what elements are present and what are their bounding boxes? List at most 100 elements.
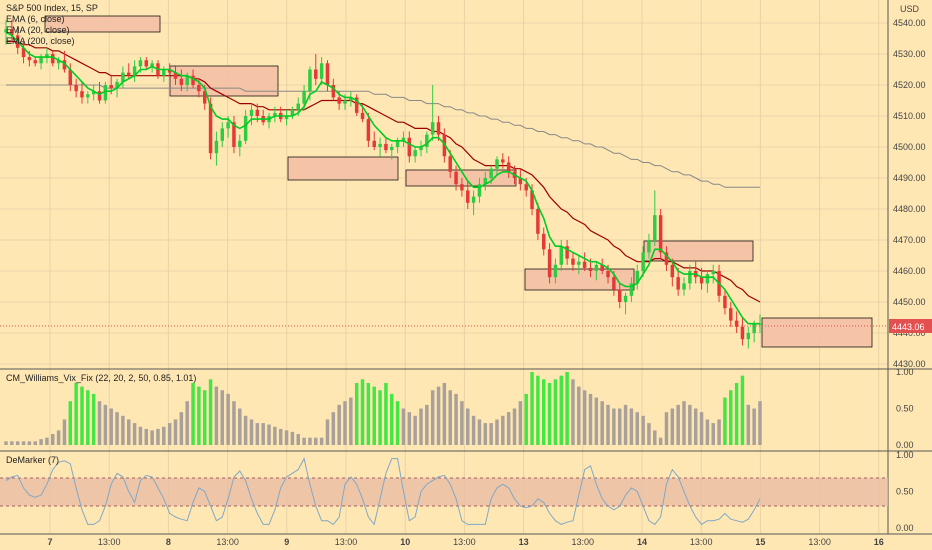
vix-bar: [4, 441, 8, 445]
candle-body: [354, 97, 359, 113]
vix-bar: [290, 431, 295, 445]
candle-body: [378, 143, 382, 147]
vix-bar: [401, 408, 406, 445]
vix-bar: [670, 408, 675, 445]
vix-bar: [302, 437, 306, 445]
candle-body: [127, 72, 131, 76]
vix-bar: [197, 386, 201, 445]
vix-bar: [319, 437, 324, 445]
candle-body: [337, 97, 341, 104]
demarker-path: [5, 457, 761, 526]
vix-bar: [132, 423, 137, 445]
candle-body: [676, 277, 680, 290]
vix-bar: [711, 423, 715, 445]
vix-bar: [138, 426, 143, 445]
vix-bar: [167, 423, 172, 445]
vix-bar: [559, 375, 564, 445]
candle-body: [97, 91, 102, 101]
candle-body: [109, 85, 113, 89]
ema200-label: EMA (200, close): [6, 36, 75, 46]
candle-body: [658, 215, 663, 253]
time-tick-label: 16: [874, 537, 884, 547]
candle-body: [138, 60, 143, 67]
candle-body: [577, 261, 581, 265]
vix-bar: [314, 437, 318, 445]
candle-body: [518, 178, 523, 185]
vix-bar: [723, 397, 727, 445]
candle-body: [360, 112, 365, 120]
candle-body: [524, 184, 528, 191]
demarker-line: [5, 457, 761, 526]
vix-bar: [617, 408, 622, 445]
vix-bar: [641, 415, 645, 445]
ema6-label: EMA (6, close): [6, 14, 65, 24]
candle-body: [384, 143, 388, 151]
candle-body: [734, 320, 739, 327]
candle-body: [483, 178, 488, 185]
vix-tick-label: 1.00: [896, 367, 914, 377]
candle-body: [460, 184, 464, 191]
vix-bar: [86, 390, 90, 445]
vix-bar: [144, 428, 149, 445]
vix-bar: [477, 419, 482, 445]
vix-bar: [717, 419, 721, 445]
candle-body: [290, 109, 295, 116]
vix-bar: [278, 428, 283, 445]
candle-body: [167, 69, 172, 73]
time-tick-label: 13:00: [335, 537, 358, 547]
vix-bar: [179, 412, 184, 445]
candle-body: [641, 252, 645, 271]
candle-body: [121, 72, 125, 82]
candle-body: [214, 140, 219, 154]
vix-bar: [325, 419, 330, 445]
candle-body: [115, 81, 119, 89]
candle-body: [653, 215, 657, 240]
vix-bar: [752, 408, 756, 445]
candle-body: [249, 109, 254, 116]
ema6-line: [5, 31, 760, 325]
candle-body: [635, 271, 639, 284]
vix-bar: [693, 408, 698, 445]
vix-bar: [758, 401, 762, 445]
time-tick-label: 10: [400, 537, 410, 547]
candle-body: [395, 140, 400, 147]
candle-body: [442, 134, 447, 157]
vix-bar: [56, 430, 61, 445]
candle-body: [647, 240, 651, 253]
zone-box: [643, 240, 754, 262]
candle-body: [91, 91, 96, 95]
vix-bar: [220, 390, 225, 445]
price-tick-label: 4430.00: [893, 359, 926, 369]
vix-bar: [202, 390, 207, 445]
vix-bar: [308, 437, 312, 445]
candle-body: [202, 91, 207, 104]
price-grid: [0, 0, 888, 534]
candle-body: [27, 57, 32, 61]
vix-bar: [571, 379, 575, 445]
zone-box: [287, 156, 399, 181]
candle-body: [530, 190, 534, 209]
ema20-label: EMA (20, close): [6, 25, 70, 35]
vix-bar: [226, 393, 230, 445]
vix-bar: [15, 441, 20, 445]
vix-bar: [214, 386, 219, 445]
time-tick-label: 13: [519, 537, 529, 547]
candle-body: [74, 85, 78, 92]
time-tick-label: 14: [637, 537, 647, 547]
price-tick-label: 4530.00: [893, 49, 926, 59]
vix-bar: [267, 424, 271, 445]
vix-bar: [518, 401, 523, 445]
candle-body: [729, 308, 733, 321]
vix-tick-label: 0.50: [896, 404, 914, 414]
vix-bar: [39, 439, 43, 445]
vix-bar: [664, 412, 669, 445]
vix-bar: [577, 386, 581, 445]
price-tick-label: 4450.00: [893, 297, 926, 307]
vix-bar: [413, 415, 417, 445]
time-tick-label: 9: [284, 537, 289, 547]
vix-bar: [746, 404, 751, 445]
vix-bar: [705, 419, 710, 445]
candle-body: [536, 209, 540, 234]
vix-bar: [232, 401, 236, 445]
